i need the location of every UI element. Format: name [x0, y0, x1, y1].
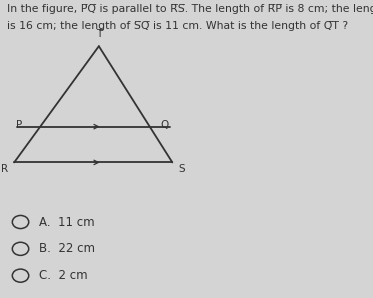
- Text: R: R: [1, 164, 9, 174]
- Text: S: S: [178, 164, 185, 174]
- Text: is 16 cm; the length of S̅Q̅ is 11 cm. What is the length of Q̅T̅ ?: is 16 cm; the length of S̅Q̅ is 11 cm. W…: [7, 21, 349, 32]
- Text: Q: Q: [160, 120, 169, 130]
- Text: A.  11 cm: A. 11 cm: [39, 215, 95, 229]
- Text: C.  2 cm: C. 2 cm: [39, 269, 88, 282]
- Text: B.  22 cm: B. 22 cm: [39, 242, 95, 255]
- Text: P: P: [16, 120, 22, 130]
- Text: T: T: [96, 29, 102, 39]
- Text: In the figure, P̅Q̅ is parallel to R̅S̅. The length of R̅P̅ is 8 cm; the length : In the figure, P̅Q̅ is parallel to R̅S̅.…: [7, 4, 373, 15]
